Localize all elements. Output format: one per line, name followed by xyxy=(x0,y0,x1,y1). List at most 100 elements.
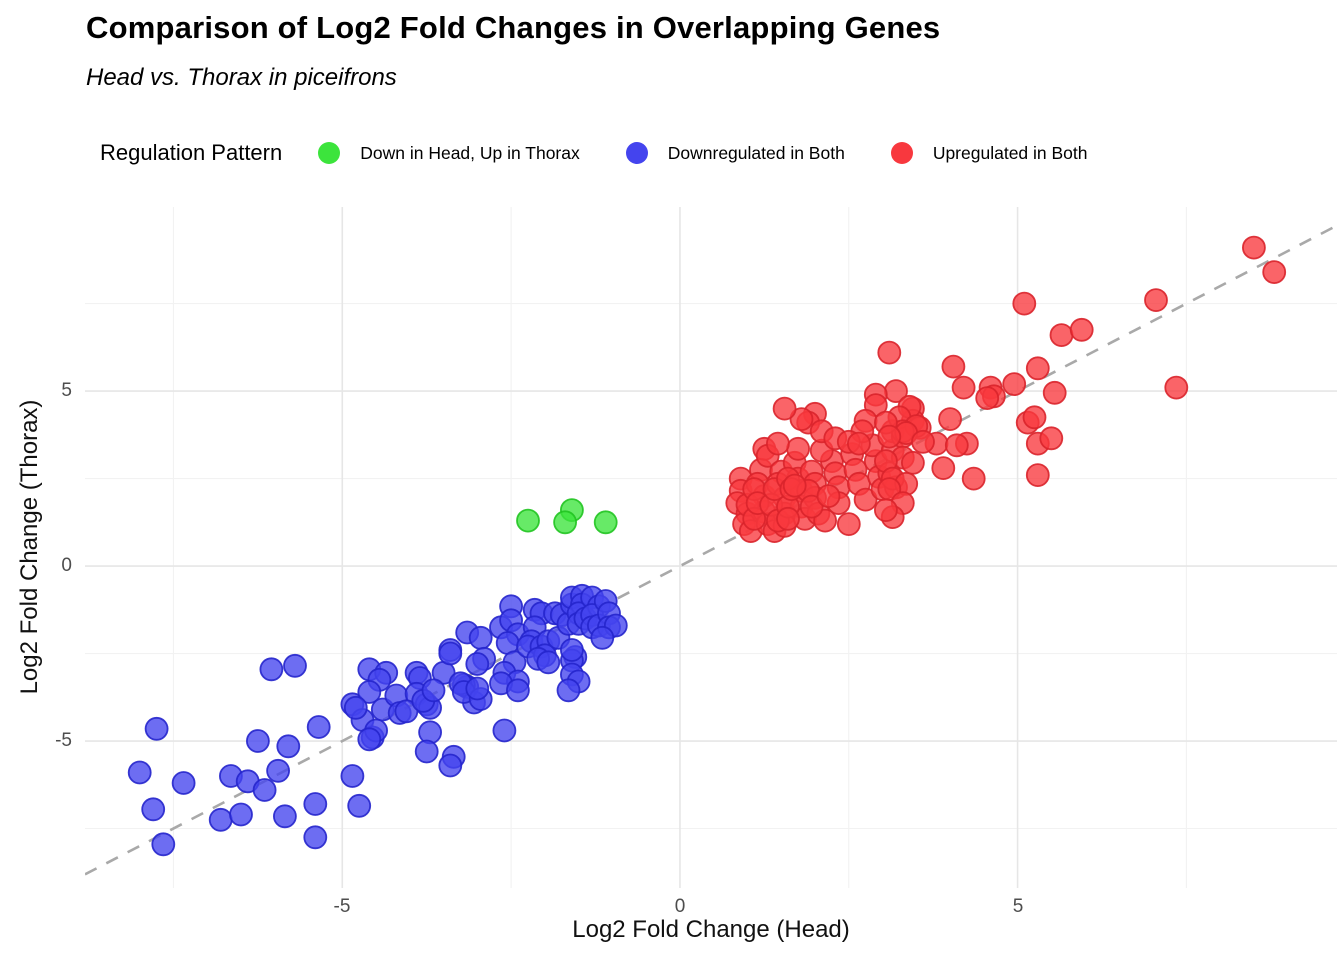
data-point xyxy=(1039,426,1064,451)
data-point xyxy=(1025,463,1050,488)
data-point xyxy=(272,804,297,829)
data-point xyxy=(847,431,871,456)
data-point xyxy=(1042,380,1067,405)
data-point xyxy=(911,429,935,454)
data-point xyxy=(877,424,902,449)
green-dot-icon xyxy=(318,142,341,164)
data-point xyxy=(901,450,925,475)
chart-subtitle: Head vs. Thorax in piceifrons xyxy=(86,64,397,91)
data-point xyxy=(357,727,382,752)
data-point xyxy=(516,508,540,533)
data-point xyxy=(1049,323,1074,348)
legend-label: Downregulated in Both xyxy=(667,142,845,163)
data-point xyxy=(1012,291,1037,316)
data-point xyxy=(1025,356,1050,381)
y-tick-label: 0 xyxy=(61,555,72,576)
data-point xyxy=(252,778,277,802)
data-point xyxy=(1022,405,1047,430)
y-tick-label: 5 xyxy=(61,380,72,401)
data-point xyxy=(593,510,618,535)
data-point xyxy=(394,699,419,724)
data-point xyxy=(853,487,878,512)
data-point xyxy=(492,718,517,743)
data-point xyxy=(931,456,956,481)
data-point xyxy=(816,484,841,509)
data-point xyxy=(877,340,902,365)
data-point xyxy=(438,753,463,778)
data-point xyxy=(421,678,446,703)
legend-title: Regulation Pattern xyxy=(100,140,283,165)
data-point xyxy=(536,650,561,675)
data-point xyxy=(553,510,578,535)
data-point xyxy=(245,729,270,753)
data-point xyxy=(1262,260,1287,284)
data-point xyxy=(343,695,368,720)
data-point xyxy=(590,625,615,650)
x-tick-label: 0 xyxy=(674,896,686,917)
data-point xyxy=(786,436,810,461)
data-point xyxy=(776,506,800,531)
data-point xyxy=(418,720,443,745)
data-point xyxy=(171,771,196,795)
red-dot-icon xyxy=(890,142,913,164)
x-tick-label: -5 xyxy=(333,896,351,917)
data-point xyxy=(961,466,986,491)
data-point xyxy=(151,832,176,857)
data-point xyxy=(1002,372,1027,397)
data-point xyxy=(938,407,962,432)
data-point xyxy=(1164,375,1189,400)
data-point xyxy=(414,739,439,764)
data-point xyxy=(357,680,382,704)
data-point xyxy=(789,407,814,432)
data-point xyxy=(465,676,490,701)
y-tick-label: -5 xyxy=(55,730,72,751)
scatter-plot-canvas xyxy=(84,207,1338,888)
data-point xyxy=(505,678,530,703)
data-point xyxy=(782,473,807,498)
legend-label: Upregulated in Both xyxy=(932,142,1088,163)
data-point xyxy=(874,498,898,523)
data-point xyxy=(836,512,861,537)
data-point xyxy=(283,653,307,678)
data-point xyxy=(266,758,291,783)
y-axis-title: Log2 Fold Change (Thorax) xyxy=(16,399,43,695)
legend-item-upregulated-both[interactable]: Upregulated in Both xyxy=(890,142,1088,164)
legend-label: Down in Head, Up in Thorax xyxy=(360,142,580,163)
identity-line xyxy=(84,224,1338,876)
data-point xyxy=(559,638,584,662)
data-point xyxy=(975,386,1000,411)
data-point xyxy=(303,792,328,816)
legend: Regulation Pattern Down in Head, Up in T… xyxy=(100,136,1134,170)
data-point xyxy=(941,354,966,379)
data-point xyxy=(141,797,166,822)
data-point xyxy=(951,375,976,400)
data-point xyxy=(144,716,169,741)
data-point xyxy=(208,807,233,832)
data-point xyxy=(127,760,152,785)
data-point xyxy=(276,734,301,759)
data-point xyxy=(772,396,797,421)
plot-panel xyxy=(84,207,1338,888)
data-point xyxy=(340,764,365,788)
data-point xyxy=(556,678,581,703)
data-point xyxy=(347,793,372,818)
x-axis-title: Log2 Fold Change (Head) xyxy=(572,916,850,943)
legend-item-down-head-up-thorax[interactable]: Down in Head, Up in Thorax xyxy=(318,142,580,164)
data-point xyxy=(1242,235,1266,260)
data-point xyxy=(229,802,253,827)
data-point xyxy=(1144,288,1168,312)
chart-title: Comparison of Log2 Fold Changes in Overl… xyxy=(86,10,941,45)
data-point xyxy=(766,431,790,456)
data-point xyxy=(259,657,284,682)
data-point xyxy=(944,433,969,458)
data-point xyxy=(1069,317,1094,342)
legend-item-downregulated-both[interactable]: Downregulated in Both xyxy=(625,142,845,164)
data-point xyxy=(465,652,490,676)
data-point xyxy=(468,625,493,650)
data-point xyxy=(438,641,463,666)
data-point xyxy=(799,494,824,519)
data-point xyxy=(306,715,331,739)
data-point xyxy=(303,825,328,850)
blue-dot-icon xyxy=(625,142,648,164)
